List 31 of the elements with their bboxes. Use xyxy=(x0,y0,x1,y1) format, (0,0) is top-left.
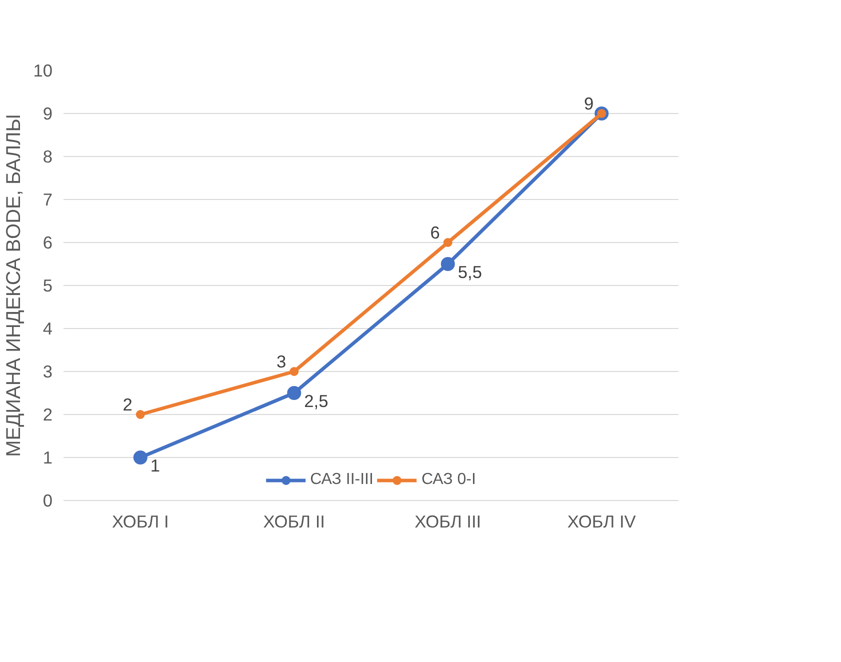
point xyxy=(440,257,455,271)
y-tick-label: 7 xyxy=(42,190,53,210)
data-label: 1 xyxy=(150,456,160,476)
y-tick-label: 10 xyxy=(33,60,53,80)
y-tick-label: 2 xyxy=(42,404,53,424)
y-tick-label: 9 xyxy=(42,104,53,124)
data-label: 6 xyxy=(430,222,440,242)
y-tick-label: 8 xyxy=(42,146,53,166)
y-tick-label: 3 xyxy=(42,362,53,382)
x-tick-label: ХОБЛ III xyxy=(414,512,482,532)
data-label: 3 xyxy=(276,352,286,372)
y-tick-label: 4 xyxy=(42,318,53,338)
legend-label: САЗ II-III xyxy=(310,471,374,489)
point xyxy=(290,367,299,376)
legend-label: САЗ 0-I xyxy=(421,471,476,489)
point xyxy=(287,386,302,400)
x-tick-label: ХОБЛ II xyxy=(263,512,325,532)
point xyxy=(133,450,148,464)
point xyxy=(136,410,145,419)
data-label: 5,5 xyxy=(458,262,482,282)
y-axis-title: МЕДИАНА ИНДЕКСА BODE, БАЛЛЫ xyxy=(3,114,26,457)
y-tick-label: 5 xyxy=(42,276,53,296)
y-tick-label: 0 xyxy=(42,490,53,510)
y-tick-label: 6 xyxy=(42,232,53,252)
data-label: 2,5 xyxy=(304,391,328,411)
data-label: 2 xyxy=(122,394,132,414)
x-tick-label: ХОБЛ I xyxy=(112,512,169,532)
point xyxy=(443,238,452,247)
x-tick-label: ХОБЛ IV xyxy=(567,512,636,532)
data-label: 9 xyxy=(584,94,594,114)
y-tick-label: 1 xyxy=(42,448,53,468)
